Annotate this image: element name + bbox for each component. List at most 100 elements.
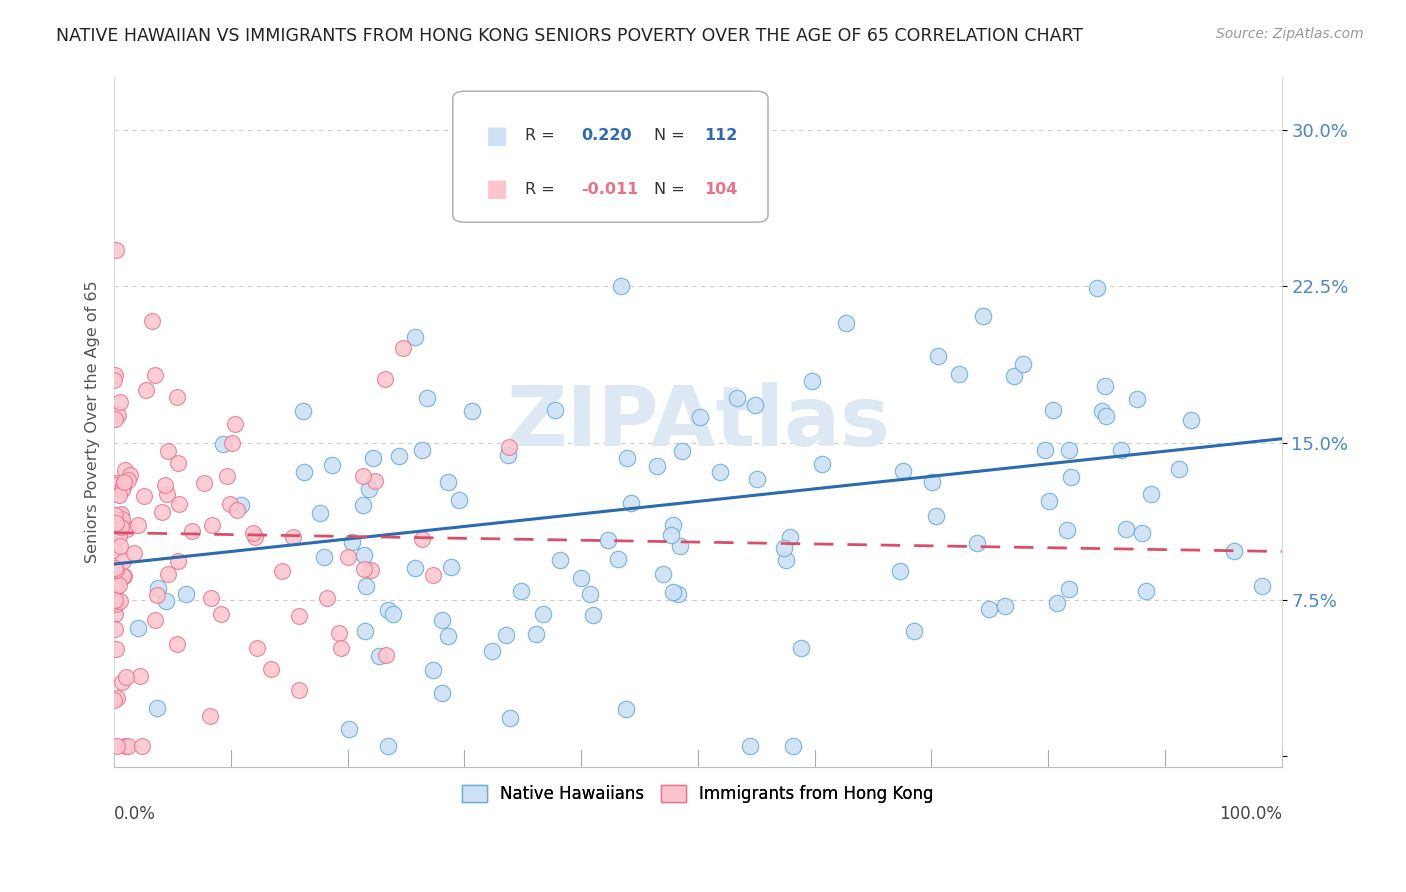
Point (316, 591, 339, 605)
Point (725, 391, 748, 405)
Point (114, 463, 136, 477)
Point (288, 609, 311, 624)
Point (336, 549, 359, 564)
Point (231, 498, 253, 512)
Point (110, 507, 132, 521)
Point (104, 477, 127, 491)
Point (219, 497, 242, 511)
Point (1012, 357, 1035, 371)
Point (127, 621, 149, 635)
Text: ■: ■ (485, 124, 508, 147)
Point (246, 641, 269, 656)
Point (145, 368, 167, 382)
Point (689, 409, 711, 424)
Point (1046, 596, 1069, 610)
Point (103, 543, 125, 558)
Point (510, 584, 533, 599)
Point (1115, 522, 1137, 536)
Point (111, 554, 134, 568)
Point (146, 701, 169, 715)
Point (377, 603, 399, 617)
Point (645, 458, 668, 473)
Point (659, 527, 682, 541)
Point (104, 516, 127, 531)
Point (110, 520, 132, 534)
Point (104, 563, 127, 577)
Point (496, 448, 519, 462)
Point (662, 585, 685, 599)
Point (128, 669, 150, 683)
Point (436, 629, 458, 643)
Point (377, 739, 399, 753)
Point (104, 508, 127, 522)
Point (107, 409, 129, 423)
Point (145, 588, 167, 602)
Point (772, 541, 794, 556)
Point (156, 486, 179, 500)
Point (579, 587, 602, 601)
Point (104, 561, 127, 575)
Point (132, 489, 155, 503)
Point (1091, 404, 1114, 418)
Legend: Native Hawaiians, Immigrants from Hong Kong: Native Hawaiians, Immigrants from Hong K… (456, 779, 941, 810)
Point (1111, 443, 1133, 458)
Point (709, 465, 731, 479)
Point (1095, 409, 1118, 423)
Point (167, 554, 190, 568)
Point (105, 597, 128, 611)
Point (141, 313, 163, 327)
Point (1056, 523, 1078, 537)
Point (437, 475, 460, 490)
Point (103, 481, 125, 495)
Point (610, 279, 633, 293)
Point (382, 607, 405, 621)
Point (1059, 442, 1081, 457)
Point (242, 526, 264, 541)
Point (903, 624, 925, 639)
Point (353, 561, 375, 575)
Point (616, 451, 638, 466)
Point (103, 579, 125, 593)
Point (115, 522, 138, 536)
Point (291, 404, 314, 418)
Point (800, 375, 823, 389)
Point (416, 391, 439, 405)
Point (1094, 379, 1116, 393)
Text: 0.0%: 0.0% (114, 805, 156, 823)
Point (744, 398, 766, 412)
Point (994, 599, 1017, 614)
Point (440, 560, 463, 574)
Point (782, 739, 804, 753)
Point (1002, 369, 1025, 384)
Point (1140, 487, 1163, 501)
Point (495, 628, 517, 642)
Point (356, 579, 378, 593)
Point (811, 458, 834, 472)
Text: ZIPAtlas: ZIPAtlas (506, 382, 890, 463)
Point (1038, 493, 1060, 508)
Point (110, 512, 132, 526)
Point (157, 566, 180, 581)
Point (422, 567, 444, 582)
Point (361, 451, 384, 466)
Point (449, 493, 471, 508)
Point (607, 551, 630, 566)
Point (108, 395, 131, 409)
Point (166, 637, 188, 651)
Point (977, 601, 1000, 615)
Point (150, 505, 173, 519)
Point (112, 475, 135, 489)
Point (498, 440, 520, 454)
Point (103, 512, 125, 526)
Point (388, 449, 411, 463)
Point (209, 607, 232, 621)
Text: R =: R = (526, 182, 560, 197)
Point (105, 641, 128, 656)
Point (292, 465, 315, 479)
Point (312, 550, 335, 565)
Point (330, 640, 353, 655)
Point (114, 739, 136, 753)
Point (779, 530, 801, 544)
Point (103, 595, 125, 609)
Point (927, 350, 949, 364)
